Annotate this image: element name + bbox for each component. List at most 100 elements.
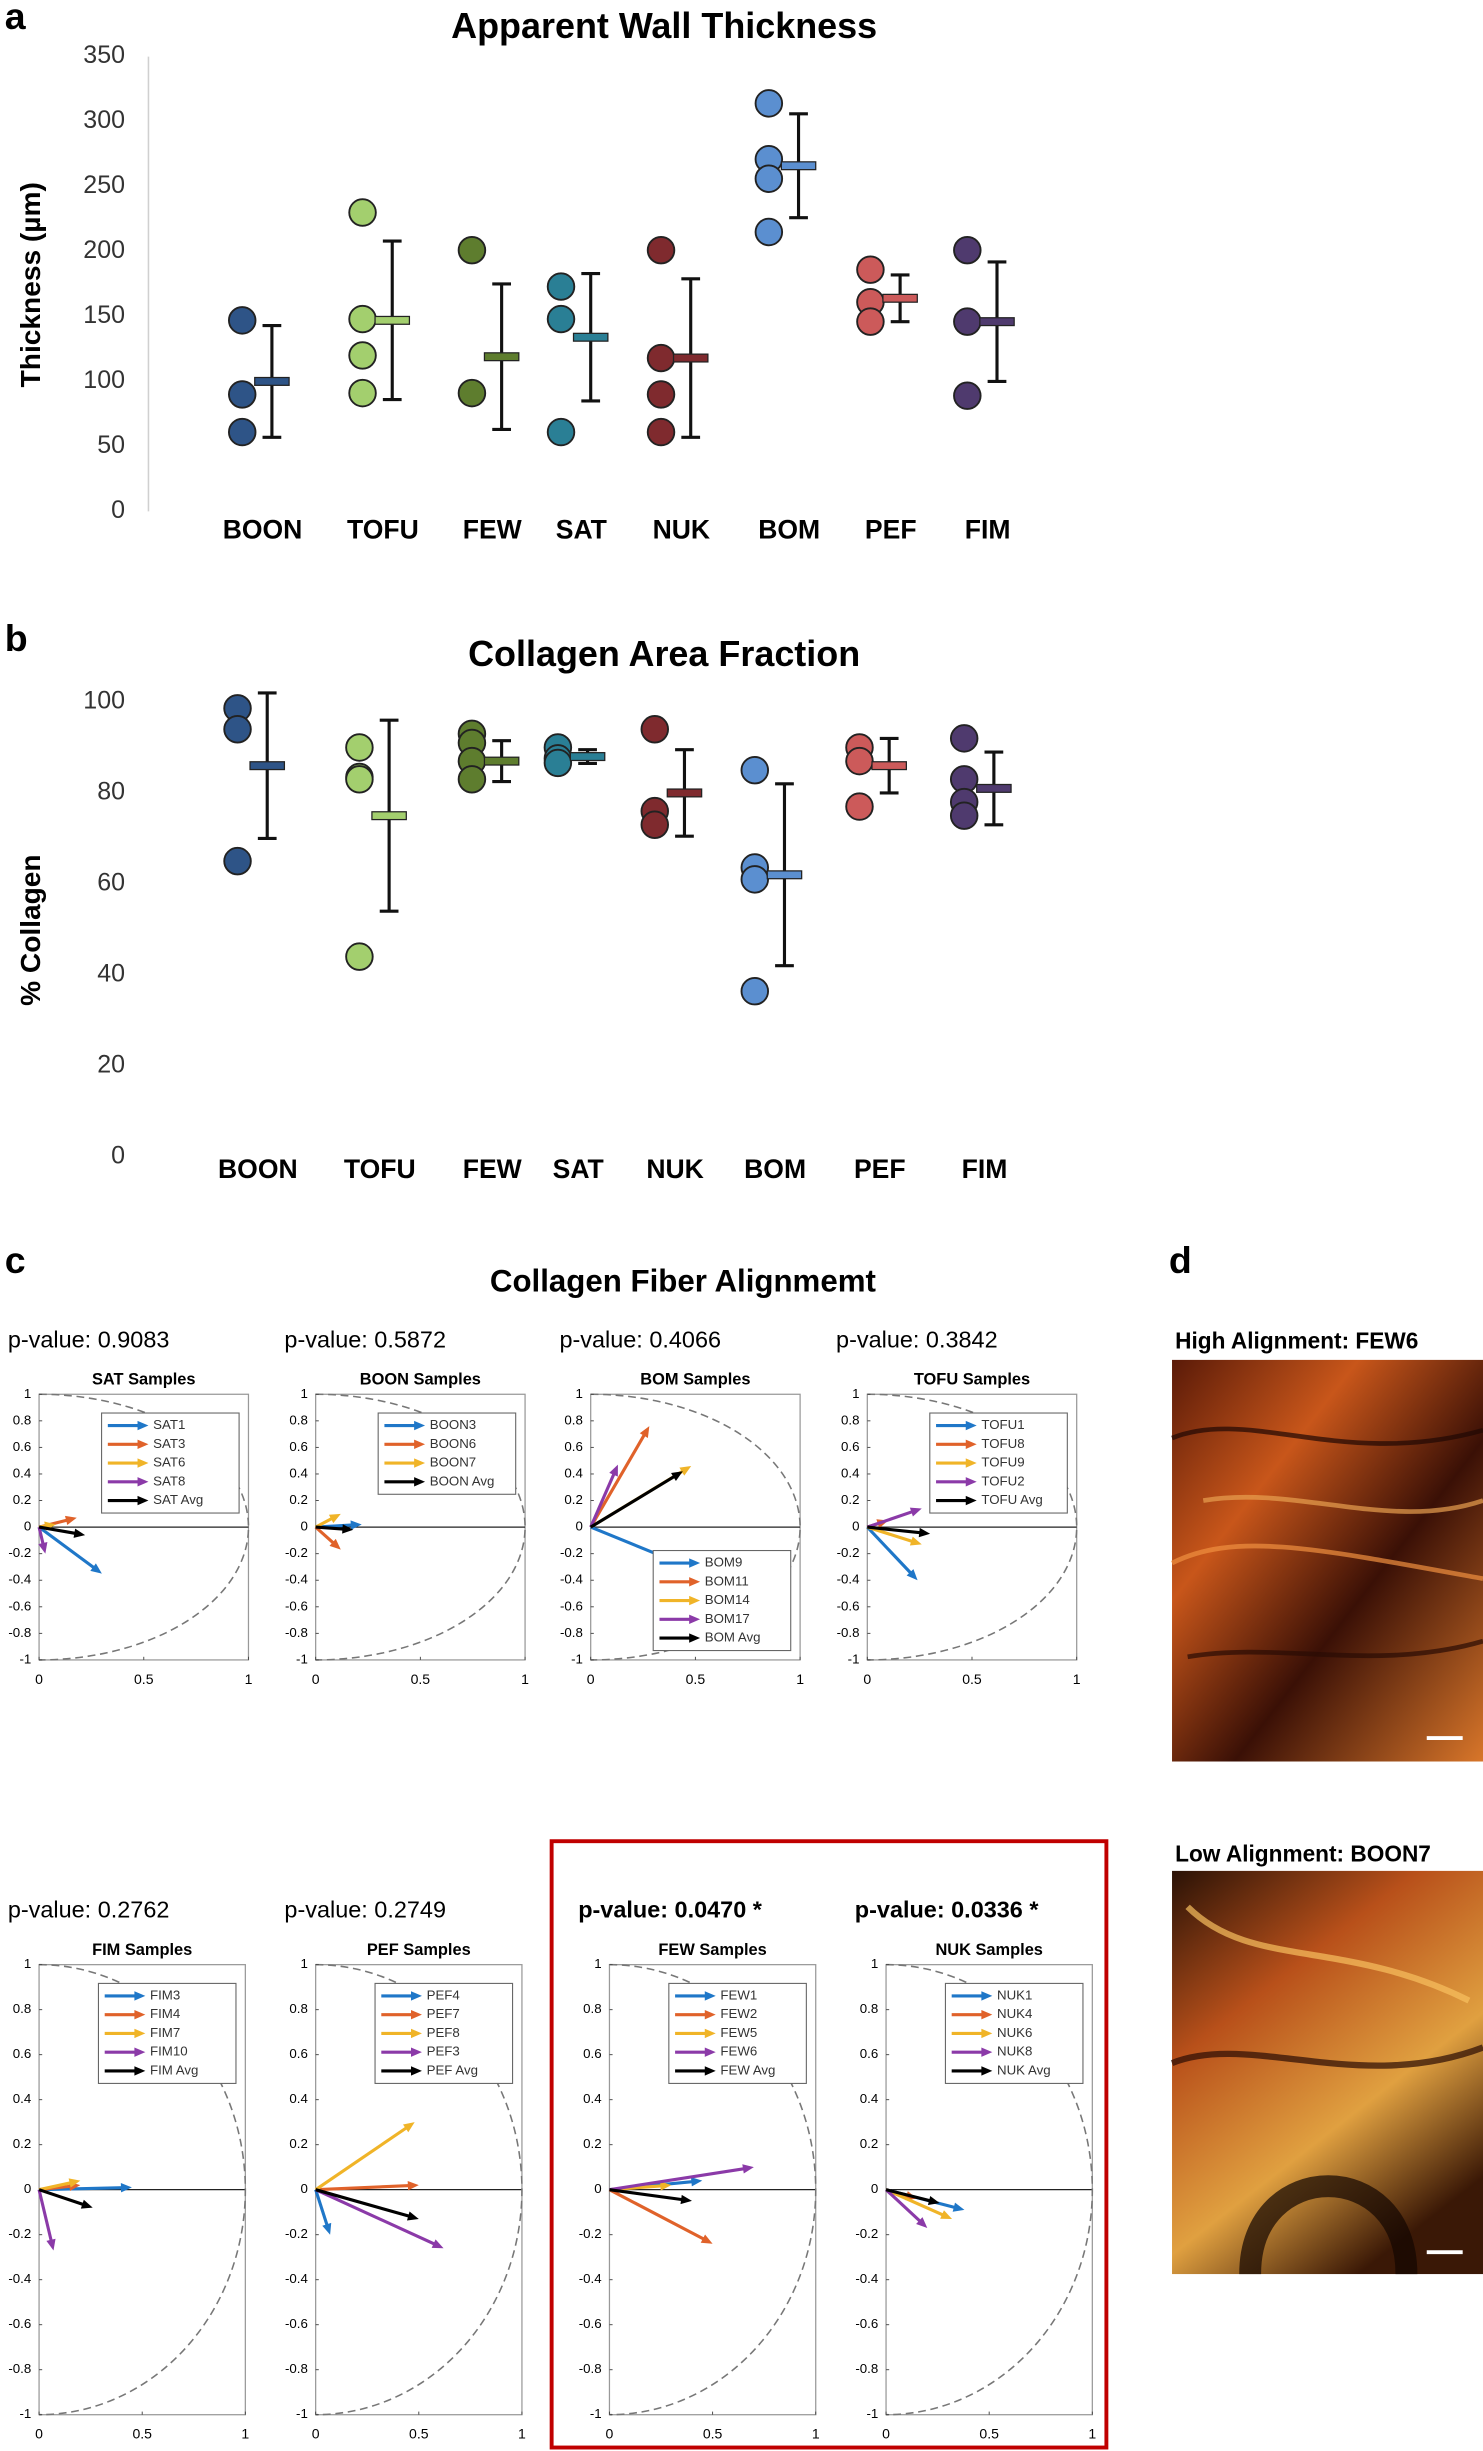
y-tick-label: 1 (852, 1386, 859, 1401)
legend-label: BOON3 (430, 1417, 476, 1432)
legend-arrowhead (704, 2009, 716, 2020)
vector-arrow (314, 2122, 415, 2191)
arrow-shaft (884, 2188, 922, 2224)
data-point (457, 235, 487, 265)
legend-label: TOFU1 (981, 1417, 1024, 1432)
p-value: p-value: 0.2749 (284, 1897, 446, 1923)
legend-label: TOFU2 (981, 1473, 1024, 1488)
vector-arrow (314, 1513, 341, 1529)
panel-label: a (5, 0, 27, 37)
arrow-head (742, 2164, 754, 2174)
legend-label: SAT1 (153, 1417, 185, 1432)
data-point (348, 198, 377, 227)
data-point (953, 381, 982, 410)
data-point (949, 801, 979, 830)
legend-arrowhead (134, 2066, 146, 2076)
mean-bar (374, 315, 411, 325)
subplot-title: NUK Samples (935, 1941, 1042, 1959)
legend-arrowhead (134, 2047, 146, 2057)
y-tick-label: 40 (97, 959, 125, 987)
arrow-head (329, 1538, 341, 1550)
vector-arrow (589, 1426, 650, 1528)
arrow-shaft (609, 2166, 746, 2192)
arrow-head (952, 2202, 965, 2212)
legend-label: FEW1 (720, 1987, 757, 2002)
legend-label: BOM9 (705, 1555, 743, 1570)
legend-arrowhead (981, 2066, 993, 2076)
data-point (953, 307, 982, 336)
y-tick-label: -1 (571, 1651, 583, 1666)
data-point (345, 733, 374, 762)
legend-label: SAT8 (153, 1473, 185, 1488)
arrow-shaft (866, 1525, 914, 1544)
y-tick-label: 0 (871, 2181, 878, 2196)
x-tick-label: NUK (653, 515, 711, 545)
arrow-head (38, 1541, 48, 1554)
mean-bar (572, 332, 609, 342)
x-tick-label: 0 (35, 2426, 43, 2442)
legend-label: FIM Avg (150, 2062, 198, 2077)
arrow-head (407, 2180, 419, 2191)
data-point (646, 343, 676, 373)
x-tick-label: 0 (35, 1671, 43, 1687)
legend-box (929, 1412, 1068, 1514)
x-tick-label: 0 (312, 2426, 320, 2442)
arrow-head (120, 2183, 132, 2193)
x-tick-label: NUK (646, 1154, 704, 1184)
arrow-head (73, 1528, 86, 1538)
legend-arrowhead (704, 2028, 716, 2039)
legend-arrowhead (981, 2047, 993, 2057)
vector-arrow (885, 2188, 953, 2219)
mean-bar (780, 161, 817, 171)
arrow-head (90, 1563, 102, 1574)
x-tick-label: FIM (965, 515, 1011, 545)
y-tick-label: -0.6 (285, 1598, 308, 1613)
y-tick-label: 0.2 (583, 2136, 601, 2151)
legend-label: FEW Avg (720, 2062, 775, 2077)
mean-bar (871, 761, 907, 771)
arrow-shaft (609, 2188, 684, 2202)
y-tick-label: -1 (866, 2406, 878, 2421)
legend-arrowhead (689, 1614, 701, 1624)
legend-label: TOFU8 (981, 1436, 1024, 1451)
vector-arrow (315, 2188, 419, 2221)
mean-bar (979, 317, 1015, 327)
legend-arrowhead (137, 1477, 149, 1487)
data-point (457, 378, 487, 408)
legend-arrowhead (137, 1420, 149, 1431)
subplot-title: BOM Samples (640, 1371, 750, 1389)
y-tick-label: -0.2 (285, 1545, 308, 1560)
y-tick-label: -1 (590, 2406, 602, 2421)
legend-arrowhead (965, 1420, 977, 1431)
mean-bar (249, 761, 286, 771)
p-value: p-value: 0.3842 (836, 1326, 998, 1352)
y-tick-label: 0.4 (289, 2091, 307, 2106)
mean-bar (483, 756, 520, 766)
y-tick-label: 0.6 (13, 2046, 31, 2061)
arrow-shaft (38, 1525, 77, 1536)
x-tick-label: PEF (854, 1154, 906, 1184)
vector-arrow (37, 2189, 56, 2251)
legend-label: BOON Avg (430, 1473, 495, 1488)
p-value: p-value: 0.0336 * (855, 1897, 1040, 1923)
data-point (223, 715, 252, 744)
y-tick-label: 1 (300, 1386, 307, 1401)
panel-title: Collagen Fiber Alignmemt (490, 1264, 877, 1299)
unit-circle (867, 1393, 1078, 1661)
y-tick-label: 0.6 (564, 1439, 582, 1454)
y-tick-label: 1 (871, 1956, 878, 1971)
y-tick-label: -0.6 (8, 2316, 31, 2331)
x-tick-label: 1 (241, 2426, 249, 2442)
micrograph-caption: High Alignment: FEW6 (1175, 1328, 1418, 1354)
y-tick-label: 0 (111, 1141, 125, 1169)
data-point (223, 846, 252, 876)
arrow-head (350, 1520, 362, 1530)
y-tick-label: 0.2 (13, 1492, 31, 1507)
data-point (646, 235, 676, 265)
y-tick-label: 0 (24, 2181, 31, 2196)
x-tick-label: SAT (556, 515, 607, 545)
y-tick-label: 0.8 (13, 1412, 31, 1427)
x-tick-label: 1 (812, 2426, 820, 2442)
x-tick-label: 0.5 (132, 2426, 152, 2442)
y-tick-label: -0.6 (8, 1598, 31, 1613)
